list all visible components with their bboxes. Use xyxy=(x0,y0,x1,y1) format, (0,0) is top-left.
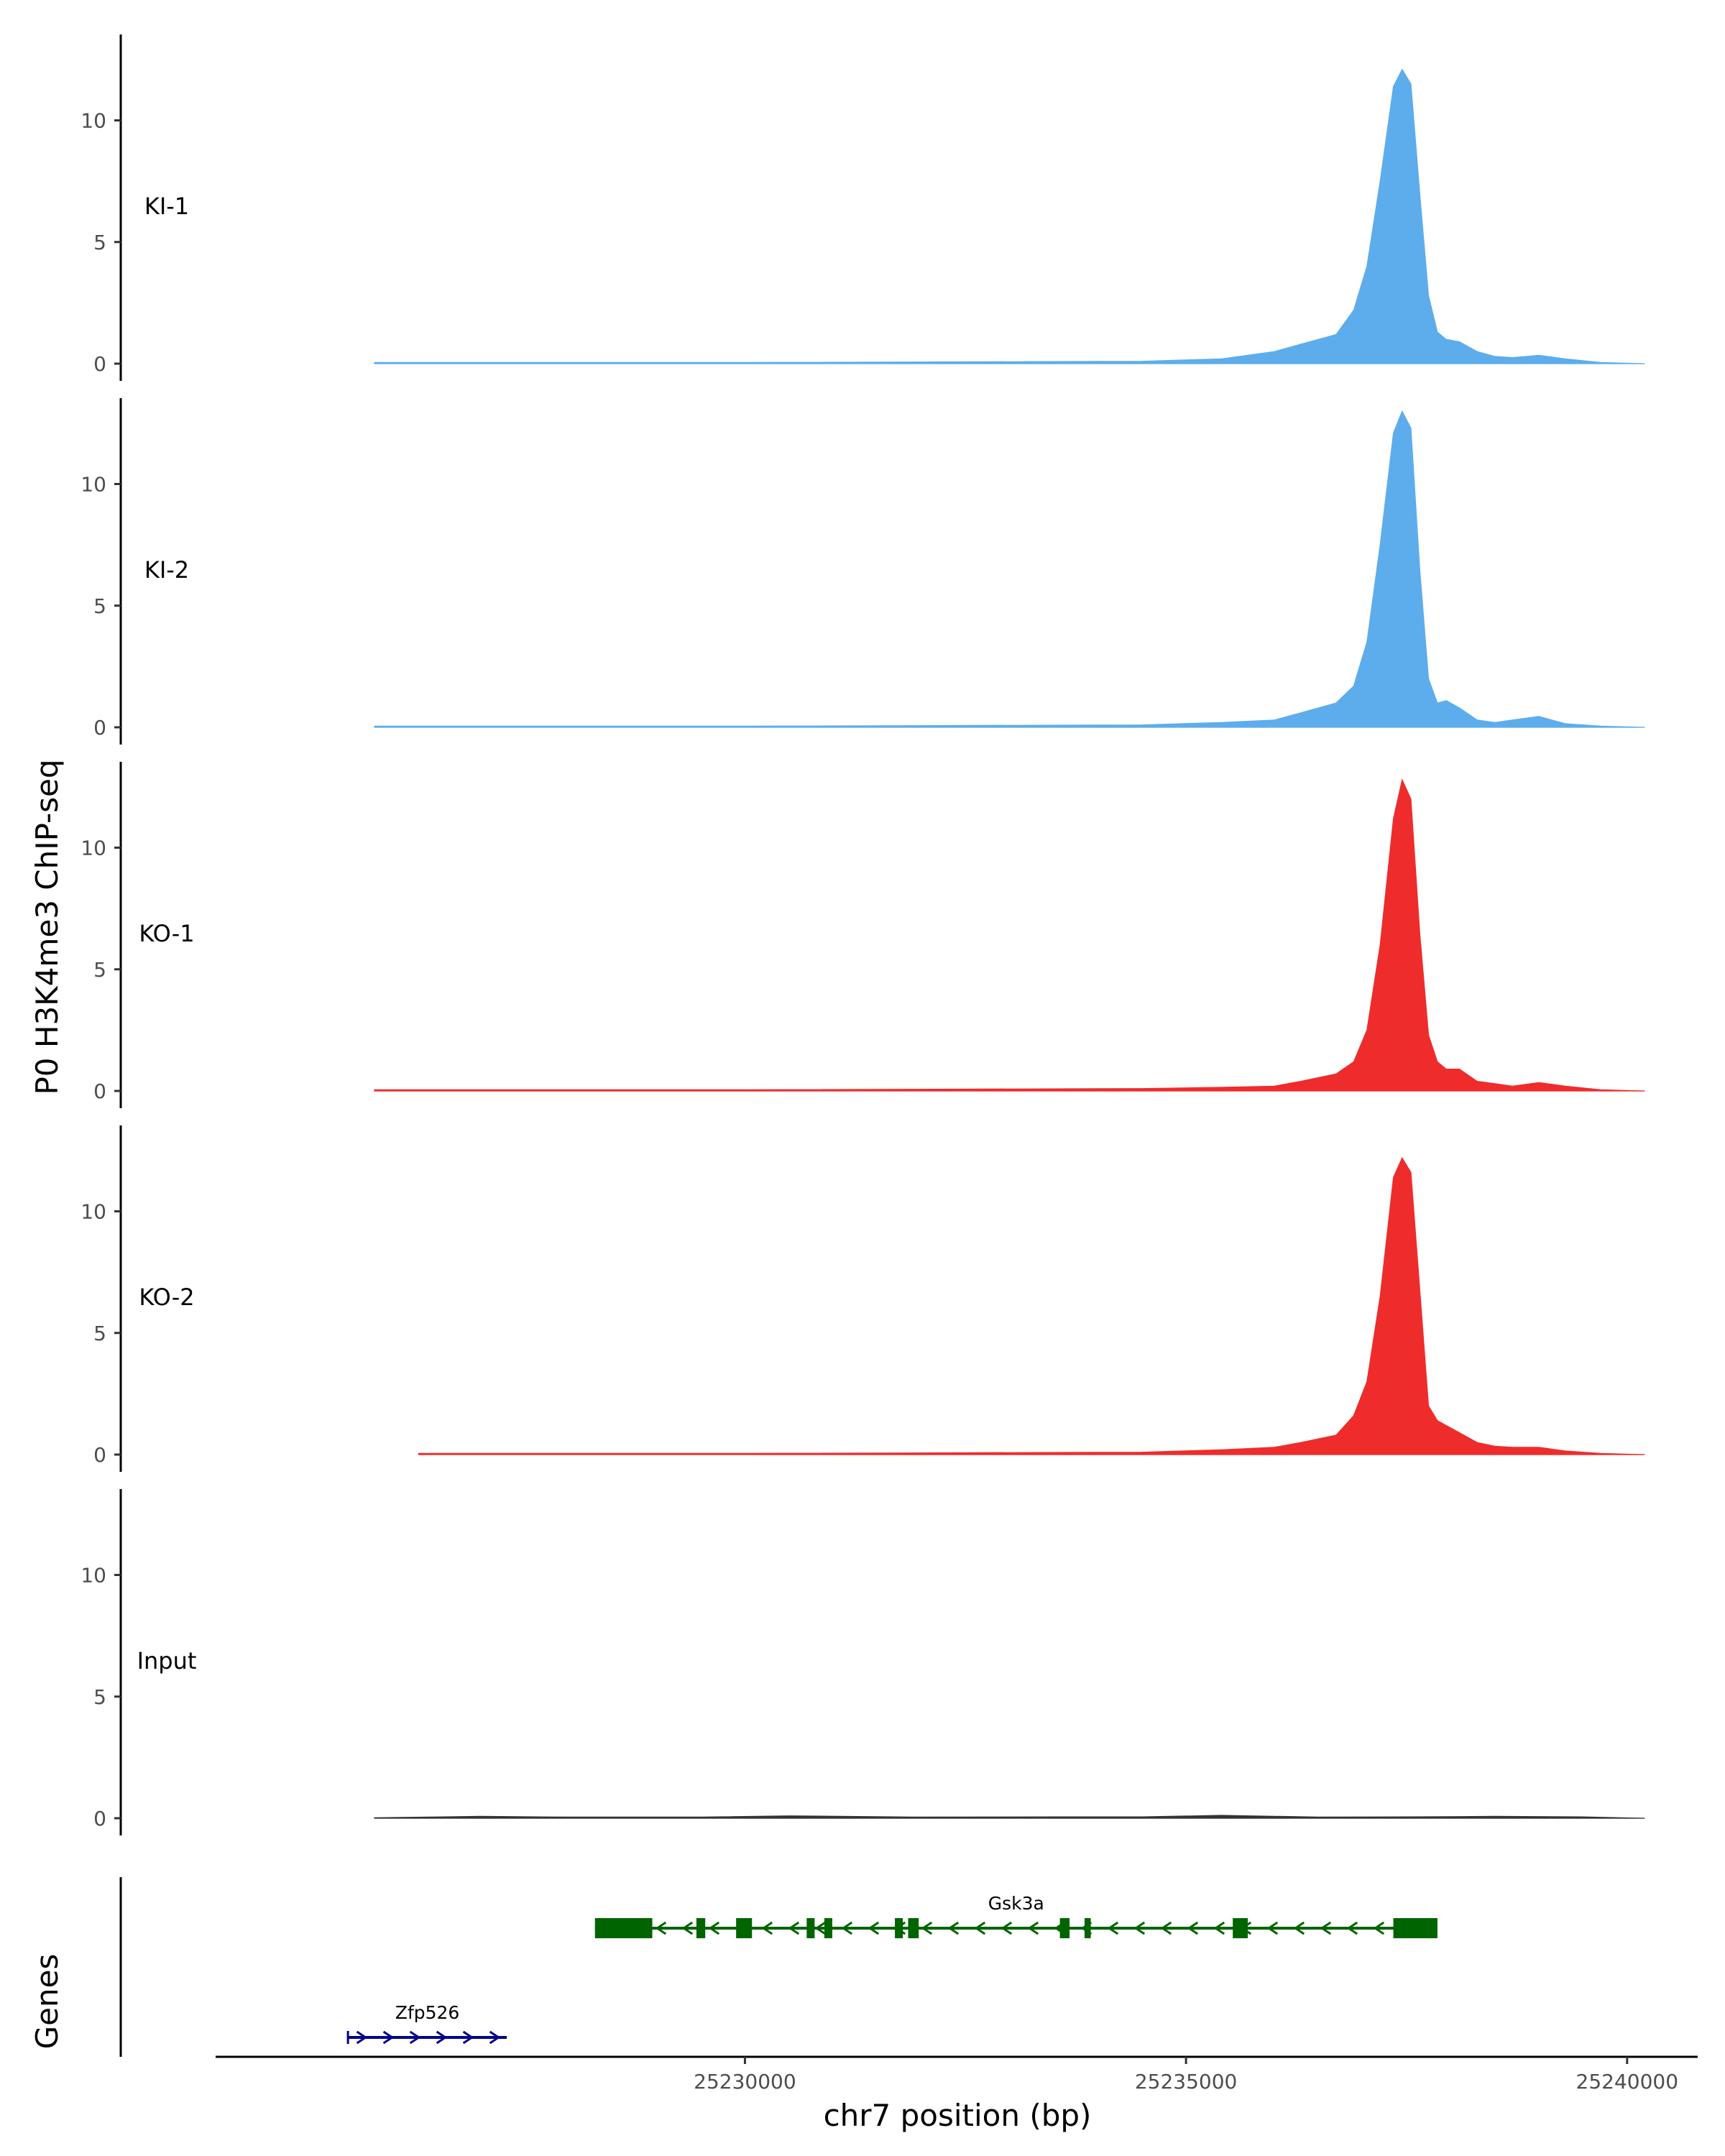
exon-block xyxy=(696,1918,706,1938)
track-label: Input xyxy=(137,1647,197,1674)
y-tick-label: 10 xyxy=(80,837,106,860)
track-input: 0 5 10 Input xyxy=(80,1489,1645,1835)
gene-gsk3a: Gsk3a xyxy=(594,1893,1438,1938)
x-tick-label: 25240000 xyxy=(1576,2070,1679,2093)
y-tick-label: 0 xyxy=(93,1079,106,1103)
strand-arrow-icon xyxy=(1133,1921,1146,1935)
track-label: KO-2 xyxy=(139,1284,194,1311)
strand-arrow-icon xyxy=(1027,1921,1039,1935)
gene-name-label: Zfp526 xyxy=(395,2002,460,2023)
y-tick-label: 5 xyxy=(93,1685,106,1709)
exon-block xyxy=(1084,1918,1091,1938)
x-axis: 25230000 25235000 25240000 xyxy=(216,2055,1698,2093)
exon-block xyxy=(806,1918,815,1938)
y-axis-title: P0 H3K4me3 ChIP-seq xyxy=(29,759,65,1095)
strand-arrow-icon xyxy=(382,2030,395,2045)
exon-block xyxy=(908,1918,919,1938)
strand-arrow-icon xyxy=(356,2030,368,2045)
strand-arrow-icon xyxy=(974,1921,986,1935)
x-axis-title: chr7 position (bp) xyxy=(824,2098,1092,2133)
strand-arrow-icon xyxy=(841,1921,853,1935)
strand-arrow-icon xyxy=(868,1921,880,1935)
track-label: KI-2 xyxy=(144,556,189,584)
strand-arrow-icon xyxy=(1107,1921,1119,1935)
y-tick-label: 10 xyxy=(80,473,106,497)
coverage-area xyxy=(374,410,1645,728)
y-tick-label: 10 xyxy=(80,1200,106,1224)
strand-arrow-icon xyxy=(1346,1921,1358,1935)
strand-arrow-icon xyxy=(462,2030,474,2045)
exon-block xyxy=(895,1918,903,1938)
coverage-area xyxy=(374,1815,1645,1819)
gene-annotation-panel: Gsk3a Zfp526 xyxy=(119,1877,1438,2057)
track-ki-2: 0 5 10 KI-2 xyxy=(80,398,1645,745)
exon-block xyxy=(1233,1918,1248,1938)
exon-block xyxy=(824,1918,832,1938)
coverage-tracks: 0 5 10 KI-1 0 5 10 KI-2 0 5 10 KO-1 0 5 10 KO-2 0 5 10 Inpu… xyxy=(80,34,1645,1835)
y-tick-label: 5 xyxy=(93,1322,106,1345)
y-tick-label: 10 xyxy=(80,109,106,133)
genes-axis-title: Genes xyxy=(29,1954,65,2050)
strand-arrow-icon xyxy=(655,1921,667,1935)
coverage-area xyxy=(418,1156,1645,1455)
y-tick-label: 0 xyxy=(93,1443,106,1467)
exon-block xyxy=(736,1918,753,1938)
y-tick-label: 0 xyxy=(93,352,106,376)
coverage-area xyxy=(374,68,1645,364)
strand-arrow-icon xyxy=(1293,1921,1305,1935)
strand-arrow-icon xyxy=(1266,1921,1279,1935)
strand-arrow-icon xyxy=(708,1921,720,1935)
strand-arrow-icon xyxy=(409,2030,421,2045)
y-tick-label: 10 xyxy=(80,1564,106,1588)
track-label: KO-1 xyxy=(139,920,194,947)
y-tick-label: 5 xyxy=(93,958,106,982)
strand-arrow-icon xyxy=(1213,1921,1225,1935)
strand-arrow-icon xyxy=(489,2030,501,2045)
exon-block xyxy=(594,1918,653,1938)
strand-arrow-icon xyxy=(436,2030,448,2045)
strand-arrow-icon xyxy=(788,1921,800,1935)
strand-arrow-icon xyxy=(1187,1921,1199,1935)
strand-arrow-icon xyxy=(947,1921,960,1935)
strand-arrow-icon xyxy=(1160,1921,1172,1935)
x-tick-label: 25230000 xyxy=(694,2070,796,2093)
strand-arrow-icon xyxy=(1000,1921,1013,1935)
y-tick-label: 0 xyxy=(93,716,106,740)
strand-arrow-icon xyxy=(921,1921,933,1935)
exon-block xyxy=(1393,1918,1438,1938)
strand-arrow-icon xyxy=(1373,1921,1385,1935)
strand-arrow-icon xyxy=(681,1921,694,1935)
track-ki-1: 0 5 10 KI-1 xyxy=(80,34,1645,381)
gene-name-label: Gsk3a xyxy=(988,1893,1044,1914)
gene-zfp526: Zfp526 xyxy=(346,2002,507,2045)
y-tick-label: 0 xyxy=(93,1807,106,1830)
track-ko-2: 0 5 10 KO-2 xyxy=(80,1125,1645,1472)
y-tick-label: 5 xyxy=(93,231,106,254)
x-tick-label: 25235000 xyxy=(1135,2070,1238,2093)
exon-block xyxy=(1059,1918,1070,1938)
strand-arrow-icon xyxy=(1320,1921,1332,1935)
strand-arrow-icon xyxy=(761,1921,773,1935)
y-tick-label: 5 xyxy=(93,594,106,618)
track-label: KI-1 xyxy=(144,193,189,220)
track-ko-1: 0 5 10 KO-1 xyxy=(80,762,1645,1108)
strand-arrow-icon xyxy=(814,1921,827,1935)
coverage-area xyxy=(374,778,1645,1092)
